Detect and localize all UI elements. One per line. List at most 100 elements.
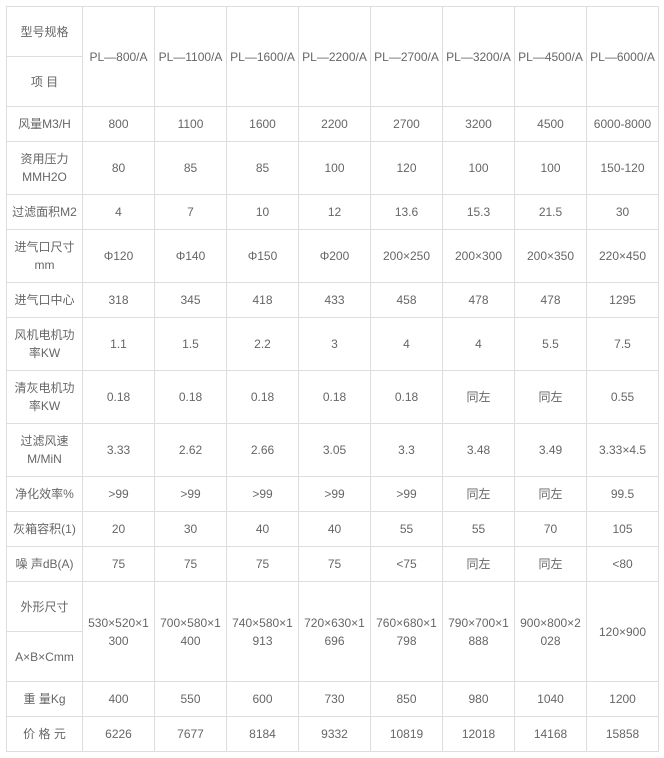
table-cell: 1100: [155, 107, 227, 142]
table-cell: 150-120: [587, 142, 659, 195]
table-cell: 20: [83, 512, 155, 547]
table-cell: >99: [155, 477, 227, 512]
table-cell: 同左: [515, 547, 587, 582]
data-rows-body: 风量M3/H8001100160022002700320045006000-80…: [7, 107, 659, 582]
table-cell: 3.33: [83, 424, 155, 477]
row-label: 重 量Kg: [7, 682, 83, 717]
col-header: PL—2200/A: [299, 7, 371, 107]
table-cell: 345: [155, 283, 227, 318]
table-row: 过滤面积M247101213.615.321.530: [7, 195, 659, 230]
row-label: 过滤面积M2: [7, 195, 83, 230]
table-cell: 1040: [515, 682, 587, 717]
col-header: PL—2700/A: [371, 7, 443, 107]
table-cell: 3.49: [515, 424, 587, 477]
table-row: 进气口中心3183454184334584784781295: [7, 283, 659, 318]
table-cell: >99: [371, 477, 443, 512]
table-cell: >99: [83, 477, 155, 512]
row-label: 过滤风速M/MiN: [7, 424, 83, 477]
dims-bottom-label: A×B×Cmm: [7, 632, 83, 682]
table-cell: 7.5: [587, 318, 659, 371]
table-cell: 10819: [371, 717, 443, 752]
table-cell: 900×800×2028: [515, 582, 587, 682]
table-body: 型号规格 PL—800/A PL—1100/A PL—1600/A PL—220…: [7, 7, 659, 107]
row-label: 噪 声dB(A): [7, 547, 83, 582]
table-cell: 100: [443, 142, 515, 195]
table-cell: 7: [155, 195, 227, 230]
table-row: 风机电机功率KW1.11.52.23445.57.5: [7, 318, 659, 371]
table-cell: 55: [443, 512, 515, 547]
table-cell: 458: [371, 283, 443, 318]
table-cell: 85: [227, 142, 299, 195]
table-cell: 15858: [587, 717, 659, 752]
table-cell: 478: [515, 283, 587, 318]
col-header: PL—6000/A: [587, 7, 659, 107]
table-cell: 2.2: [227, 318, 299, 371]
table-row: 噪 声dB(A)75757575<75同左同左<80: [7, 547, 659, 582]
table-cell: 530×520×1300: [83, 582, 155, 682]
table-row: 净化效率%>99>99>99>99>99同左同左99.5: [7, 477, 659, 512]
table-cell: 6226: [83, 717, 155, 752]
table-cell: 2.62: [155, 424, 227, 477]
table-cell: Φ200: [299, 230, 371, 283]
row-label: 清灰电机功率KW: [7, 371, 83, 424]
table-cell: 同左: [515, 371, 587, 424]
table-cell: 740×580×1913: [227, 582, 299, 682]
table-cell: 55: [371, 512, 443, 547]
table-cell: 85: [155, 142, 227, 195]
table-cell: 980: [443, 682, 515, 717]
dims-body: 外形尺寸 530×520×1300 700×580×1400 740×580×1…: [7, 582, 659, 682]
table-cell: 4: [443, 318, 515, 371]
table-cell: 10: [227, 195, 299, 230]
table-cell: 9332: [299, 717, 371, 752]
table-cell: Φ140: [155, 230, 227, 283]
table-cell: 760×680×1798: [371, 582, 443, 682]
table-cell: 200×350: [515, 230, 587, 283]
table-cell: 40: [227, 512, 299, 547]
table-cell: 550: [155, 682, 227, 717]
table-cell: 5.5: [515, 318, 587, 371]
table-cell: 0.55: [587, 371, 659, 424]
table-cell: 75: [299, 547, 371, 582]
row-label: 资用压力MMH2O: [7, 142, 83, 195]
table-cell: Φ150: [227, 230, 299, 283]
tail-rows-body: 重 量Kg40055060073085098010401200价 格 元6226…: [7, 682, 659, 752]
table-cell: 75: [83, 547, 155, 582]
table-cell: 3.48: [443, 424, 515, 477]
spec-table: 型号规格 PL—800/A PL—1100/A PL—1600/A PL—220…: [6, 6, 659, 752]
row-label: 净化效率%: [7, 477, 83, 512]
table-cell: 80: [83, 142, 155, 195]
table-cell: >99: [227, 477, 299, 512]
row-label: 进气口中心: [7, 283, 83, 318]
table-row: 过滤风速M/MiN3.332.622.663.053.33.483.493.33…: [7, 424, 659, 477]
table-cell: 2.66: [227, 424, 299, 477]
table-cell: 433: [299, 283, 371, 318]
table-cell: 4: [371, 318, 443, 371]
table-cell: 3.05: [299, 424, 371, 477]
table-cell: 4: [83, 195, 155, 230]
table-cell: 3.33×4.5: [587, 424, 659, 477]
row-label: 风量M3/H: [7, 107, 83, 142]
table-cell: 同左: [443, 547, 515, 582]
table-cell: 同左: [515, 477, 587, 512]
table-cell: 0.18: [371, 371, 443, 424]
table-cell: 220×450: [587, 230, 659, 283]
col-header: PL—3200/A: [443, 7, 515, 107]
table-cell: 100: [515, 142, 587, 195]
table-cell: 4500: [515, 107, 587, 142]
row-label: 价 格 元: [7, 717, 83, 752]
table-row: 价 格 元62267677818493321081912018141681585…: [7, 717, 659, 752]
table-cell: 1200: [587, 682, 659, 717]
table-row: 重 量Kg40055060073085098010401200: [7, 682, 659, 717]
table-cell: 600: [227, 682, 299, 717]
row-label: 风机电机功率KW: [7, 318, 83, 371]
table-cell: 40: [299, 512, 371, 547]
table-cell: 200×300: [443, 230, 515, 283]
table-cell: 30: [587, 195, 659, 230]
table-cell: 30: [155, 512, 227, 547]
table-cell: 3200: [443, 107, 515, 142]
table-cell: 3: [299, 318, 371, 371]
table-cell: 75: [227, 547, 299, 582]
col-header: PL—1100/A: [155, 7, 227, 107]
table-cell: 99.5: [587, 477, 659, 512]
table-cell: >99: [299, 477, 371, 512]
